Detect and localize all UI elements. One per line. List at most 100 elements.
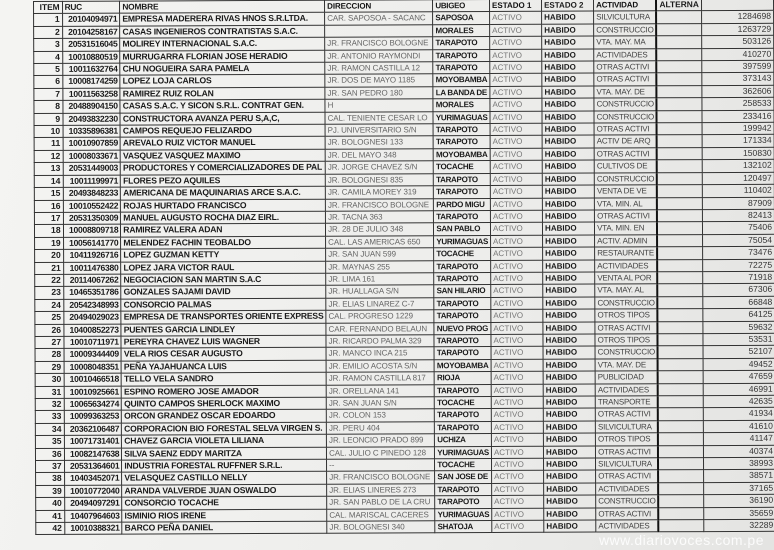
- cell-ruc: 20362106487: [63, 422, 122, 436]
- cell-nombre: CASAS S.A.C. Y SICON S.R.L. CONTRAT GEN.: [120, 99, 326, 113]
- cell-ubigeo: SAN HILARIO: [434, 284, 491, 298]
- cell-actividad: CONSTRUCCIO: [595, 495, 659, 508]
- cell-nombre: VASQUEZ VASQUEZ MAXIMO: [120, 149, 326, 163]
- cell-nombre: ARANDA VALVERDE JUAN OSWALDO: [121, 484, 327, 498]
- cell-valor: 41934: [703, 407, 774, 421]
- cell-valor: 42635: [703, 395, 774, 408]
- header-ubigeo: UBIGEO: [432, 0, 490, 13]
- cell-alterna: [658, 358, 703, 371]
- cell-alterna: [658, 432, 704, 446]
- cell-estado2: HABIDO: [543, 445, 596, 459]
- cell-nombre: INDUSTRIA FORESTAL RUFFNER S.R.L.: [121, 459, 327, 473]
- cell-ubigeo: SHATOJA: [435, 520, 492, 534]
- cell-estado1: ACTIVO: [490, 309, 543, 323]
- cell-alterna: [657, 197, 703, 210]
- cell-ubigeo: MOYOBAMBA: [434, 359, 492, 372]
- cell-valor: 38571: [703, 469, 774, 483]
- cell-estado2: HABIDO: [543, 482, 596, 496]
- cell-direccion: JR. HUALLAGA S/N: [325, 285, 435, 298]
- cell-item: 9: [33, 113, 63, 126]
- cell-actividad: OTROS TIPOS: [594, 308, 658, 322]
- cell-actividad: VTA. MAY. AL: [594, 284, 658, 297]
- cell-alterna: [656, 10, 702, 24]
- cell-actividad: ACTIV. ADMIN: [594, 234, 658, 248]
- cell-ubigeo: YURIMAGUAS: [433, 235, 491, 248]
- cell-ubigeo: TARAPOTO: [433, 135, 491, 149]
- cell-nombre: CORPORACION BIO FORESTAL SELVA VIRGEN S.: [121, 422, 327, 436]
- cell-nombre: LOPEZ GUZMAN KETTY: [120, 248, 326, 262]
- header-actividad: ACTIVIDAD: [593, 0, 657, 12]
- cell-ubigeo: TARAPOTO: [434, 272, 491, 286]
- cell-ubigeo: TOCACHE: [433, 247, 491, 261]
- cell-item: 40: [35, 497, 65, 511]
- cell-alterna: [657, 283, 703, 297]
- cell-direccion: JR. PERU 404: [326, 421, 435, 435]
- cell-alterna: [658, 457, 704, 471]
- cell-actividad: VENTA DE VE: [594, 184, 658, 198]
- cell-direccion: JR. ORELLANA 141: [326, 384, 435, 398]
- cell-alterna: [657, 271, 703, 285]
- cell-ruc: 10008048351: [63, 360, 122, 374]
- cell-ubigeo: TARAPOTO: [434, 495, 492, 509]
- cell-direccion: PJ. UNIVERSITARIO S/N: [325, 123, 434, 137]
- cell-nombre: EMPRESA DE TRANSPORTES ORIENTE EXPRESS: [121, 310, 327, 324]
- cell-alterna: [658, 519, 704, 533]
- cell-alterna: [658, 445, 704, 458]
- cell-item: 15: [34, 187, 63, 200]
- cell-alterna: [656, 48, 702, 61]
- cell-ubigeo: MORALES: [432, 24, 490, 37]
- cell-alterna: [658, 470, 704, 483]
- cell-valor: 82413: [702, 209, 774, 222]
- cell-estado2: HABIDO: [541, 48, 594, 62]
- cell-item: 35: [35, 435, 65, 449]
- cell-alterna: [658, 370, 704, 384]
- cell-alterna: [658, 383, 704, 396]
- cell-alterna: [657, 234, 703, 247]
- cell-estado1: ACTIVO: [491, 433, 544, 447]
- cell-estado2: HABIDO: [542, 234, 595, 248]
- cell-item: 2: [33, 26, 63, 39]
- cell-actividad: CONSTRUCCIO: [593, 23, 657, 37]
- cell-estado2: HABIDO: [542, 160, 595, 173]
- cell-actividad: ACTIV DE ARQ: [594, 135, 658, 148]
- cell-estado2: HABIDO: [541, 73, 594, 87]
- cell-ubigeo: NUEVO PROG: [434, 322, 491, 335]
- cell-ubigeo: TARAPOTO: [434, 483, 492, 497]
- cell-ruc: 10011563258: [62, 87, 121, 101]
- cell-item: 1: [33, 13, 63, 27]
- cell-alterna: [657, 259, 703, 272]
- header-valor: [701, 0, 774, 11]
- cell-estado1: ACTIVO: [490, 185, 543, 199]
- cell-ruc: 20104094971: [62, 13, 120, 27]
- cell-actividad: TRANSPORTE: [595, 395, 659, 409]
- cell-item: 8: [33, 100, 63, 114]
- cell-nombre: MELENDEZ FACHIN TEOBALDO: [120, 235, 326, 250]
- cell-direccion: CAR. FERNANDO BELAUN: [326, 322, 435, 336]
- cell-alterna: [657, 221, 703, 235]
- cell-alterna: [657, 296, 703, 309]
- cell-estado2: HABIDO: [542, 284, 595, 298]
- cell-estado2: HABIDO: [542, 172, 595, 186]
- cell-item: 28: [35, 348, 64, 362]
- cell-direccion: JR. RAMON CASTILLA 817: [326, 371, 435, 385]
- cell-nombre: EMPRESA MADERERA RIVAS HNOS S.R.LTDA.: [119, 12, 325, 26]
- cell-estado2: HABIDO: [542, 296, 595, 310]
- cell-valor: 32289: [703, 519, 774, 533]
- cell-estado2: HABIDO: [541, 98, 595, 111]
- cell-ubigeo: TOCACHE: [433, 160, 491, 174]
- cell-valor: 53531: [702, 333, 774, 346]
- cell-estado1: ACTIVO: [490, 334, 544, 347]
- cell-ubigeo: TOCACHE: [434, 396, 492, 410]
- cell-estado2: HABIDO: [543, 383, 596, 397]
- cell-actividad: OTRAS ACTIVI: [593, 60, 657, 74]
- cell-ubigeo: TARAPOTO: [434, 384, 492, 397]
- cell-alterna: [656, 85, 702, 99]
- cell-ubigeo: SAN PABLO: [433, 222, 491, 236]
- cell-estado1: ACTIVO: [490, 123, 543, 136]
- cell-ubigeo: TOCACHE: [434, 458, 492, 472]
- cell-alterna: [656, 23, 702, 36]
- cell-direccion: JR. DOS DE MAYO 1185: [324, 74, 434, 88]
- cell-actividad: ACTIVIDADES: [593, 48, 657, 62]
- cell-alterna: [656, 35, 702, 49]
- cell-estado2: HABIDO: [543, 433, 596, 446]
